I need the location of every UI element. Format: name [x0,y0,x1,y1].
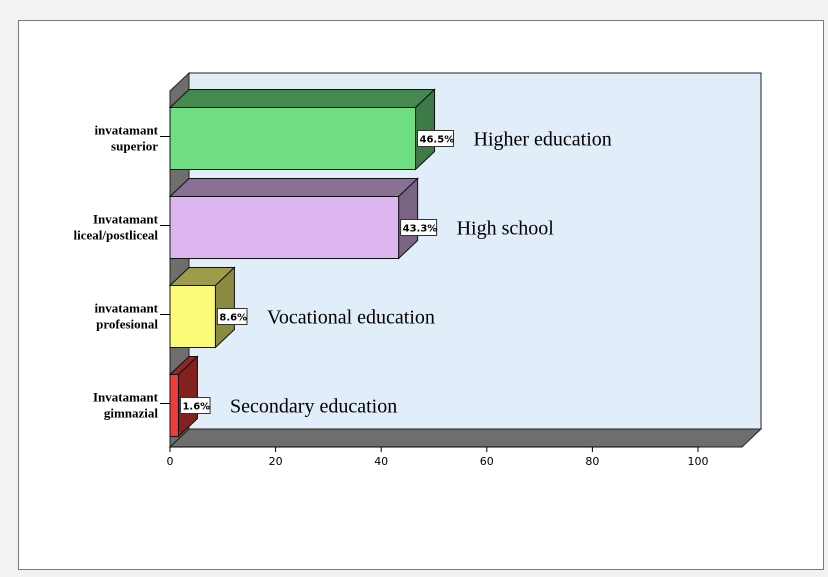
category-label: Invatamant [93,212,159,227]
data-label: 43.3% [403,224,438,235]
data-label: 46.5% [420,135,455,146]
category-label: liceal/postliceal [74,228,159,243]
data-label: 1.6% [182,402,210,413]
x-tick-label: 100 [688,455,709,468]
bar [169,196,400,259]
category-label: invatamant [94,123,158,138]
data-label-box [417,130,455,147]
category-label: invatamant [94,301,158,316]
annotation-label: Secondary education [230,396,397,418]
category-label: superior [111,139,158,154]
bar [169,107,417,170]
data-label-box [179,397,211,414]
category-label: profesional [96,317,158,332]
x-tick-label: 0 [167,455,174,468]
bar-top-face [168,178,419,197]
data-label: 8.6% [219,313,247,324]
x-tick-label: 40 [374,455,388,468]
annotation-label: High school [457,218,555,240]
bar [169,374,179,437]
bar-chart: 46.5% Higher educationinvatamantsuperior4… [74,71,763,468]
data-label-box [216,308,248,325]
x-tick-label: 20 [269,455,283,468]
x-tick-label: 80 [585,455,599,468]
category-label: Invatamant [93,390,159,405]
x-tick-label: 60 [480,455,494,468]
chart-floor [168,428,763,448]
annotation-label: Higher education [474,129,612,151]
bar [169,285,216,348]
data-label-box [400,219,438,236]
annotation-label: Vocational education [267,307,435,329]
category-label: gimnazial [104,406,159,421]
chart-panel: 46.5% Higher education invatamant superior 4… [18,20,824,570]
bar-top-face [168,89,436,108]
